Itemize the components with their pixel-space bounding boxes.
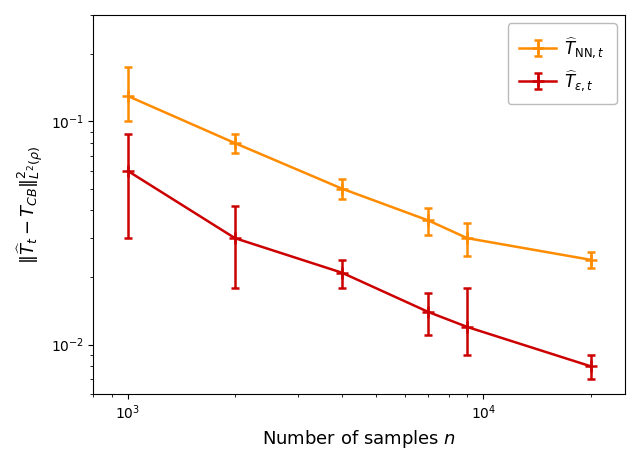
Y-axis label: $\|\widehat{T}_t - T_{CB}\|^2_{L^2(\rho)}$: $\|\widehat{T}_t - T_{CB}\|^2_{L^2(\rho)… xyxy=(15,146,45,264)
Legend: $\widehat{T}_{\mathrm{NN},t}$, $\widehat{T}_{\varepsilon,t}$: $\widehat{T}_{\mathrm{NN},t}$, $\widehat… xyxy=(508,23,617,104)
X-axis label: Number of samples $n$: Number of samples $n$ xyxy=(262,428,456,450)
